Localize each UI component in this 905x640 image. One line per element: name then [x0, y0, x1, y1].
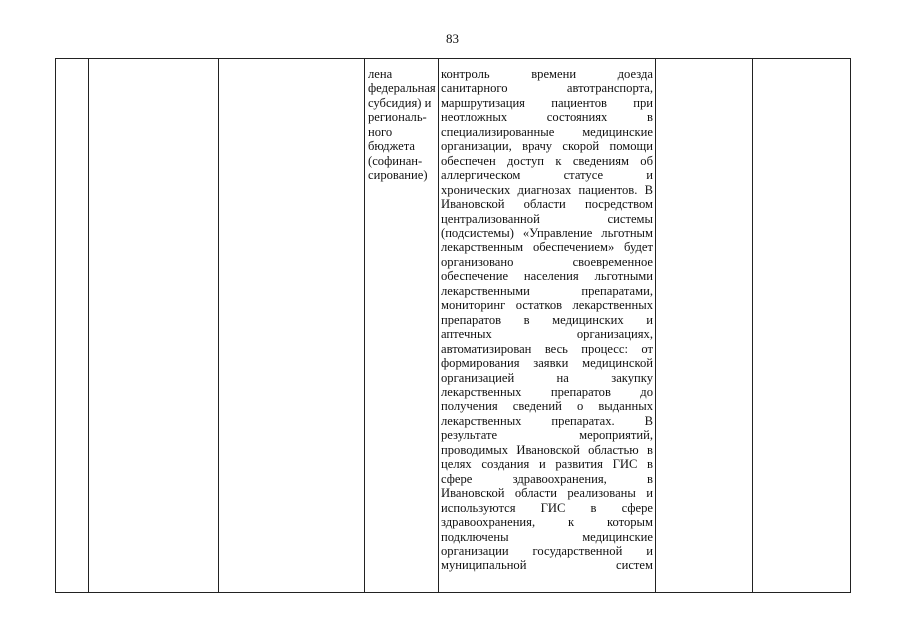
text-line: федеральная — [368, 81, 436, 96]
funding-source-cell: лена федеральная субсидия) и региональ-ного… — [368, 67, 438, 183]
text-line: организацией на закупку — [441, 370, 653, 385]
text-line: сирование) — [368, 168, 428, 183]
text-line: бюджета — [368, 139, 415, 154]
text-line: специализированные медицинские — [441, 124, 653, 139]
text-line: формирования заявки медицинской — [441, 356, 653, 371]
text-line: лена — [368, 67, 393, 81]
document-table: лена федеральная субсидия) и региональ-ного… — [55, 58, 851, 593]
text-line: используются ГИС в сфере — [441, 500, 653, 515]
text-line: здравоохранения, к которым — [441, 515, 653, 530]
text-line: централизованной системы — [441, 211, 653, 226]
text-line: проводимых Ивановской областью в — [441, 442, 653, 457]
text-line: контроль времени доезда — [441, 67, 653, 81]
text-line: препаратов в медицинских и — [441, 312, 653, 327]
text-line: маршрутизация пациентов при — [441, 95, 653, 110]
text-line: муниципальной систем — [441, 558, 653, 573]
column-divider — [88, 59, 89, 592]
text-line: целях создания и развития ГИС в — [441, 457, 653, 472]
text-line: санитарного автотранспорта, — [441, 81, 653, 96]
text-line: субсидия) и — [368, 95, 432, 110]
column-divider — [438, 59, 439, 592]
text-line: организовано своевременное — [441, 254, 653, 269]
text-line: получения сведений о выданных — [441, 399, 653, 414]
text-line: хронических диагнозах пациентов. В — [441, 182, 653, 197]
text-line: организации государственной и — [441, 543, 653, 558]
text-line: лекарственным обеспечением» будет — [441, 240, 653, 255]
text-line: аптечных организациях, — [441, 327, 653, 342]
text-line: (софинан- — [368, 153, 423, 168]
text-line: ного — [368, 124, 393, 139]
text-line: мониторинг остатков лекарственных — [441, 298, 653, 313]
column-divider — [364, 59, 365, 592]
text-line: региональ- — [368, 110, 427, 125]
page-number: 83 — [446, 31, 459, 46]
text-line: результате мероприятий, — [441, 428, 653, 443]
column-divider — [218, 59, 219, 592]
text-line: лекарственными препаратами, — [441, 283, 653, 298]
text-line: организации, врачу скорой помощи — [441, 139, 653, 154]
text-line: лекарственных препаратах. В — [441, 413, 653, 428]
text-line: аллергическом статусе и — [441, 168, 653, 183]
text-line: обеспечение населения льготными — [441, 269, 653, 284]
text-line: (подсистемы) «Управление льготным — [441, 225, 653, 240]
text-line: подключены медицинские — [441, 529, 653, 544]
text-line: Ивановской области реализованы и — [441, 486, 653, 501]
column-divider — [752, 59, 753, 592]
column-divider — [655, 59, 656, 592]
description-cell: контроль времени доезда санитарного автот… — [441, 67, 653, 573]
text-line: обеспечен доступ к сведениям об — [441, 153, 653, 168]
text-line: сфере здравоохранения, в — [441, 471, 653, 486]
text-line: автоматизирован весь процесс: от — [441, 341, 653, 356]
text-line: неотложных состояниях в — [441, 110, 653, 125]
text-line: лекарственных препаратов до — [441, 384, 653, 399]
text-line: Ивановской области посредством — [441, 197, 653, 212]
